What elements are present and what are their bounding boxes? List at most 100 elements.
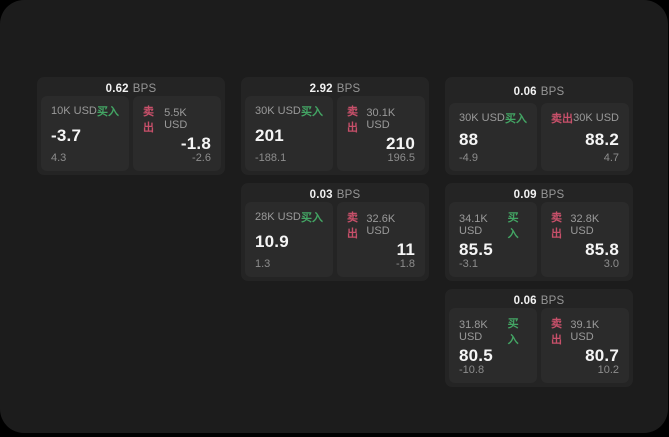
buy-price: 80.5 [459,346,493,365]
quote-card: 0.09 BPS 34.1K USD 买入 85.5 -3.1 卖出 32.8K… [445,183,633,281]
buy-pane-header: 31.8K USD 买入 [459,315,527,347]
sell-delta: 3.0 [603,258,619,270]
sell-pane-header: 卖出 39.1K USD [551,315,619,347]
spread-header: 0.03 BPS [245,187,425,202]
sell-pane-header: 卖出 32.8K USD [551,209,619,241]
buy-quote-tile[interactable]: 28K USD 买入 10.9 1.3 [245,202,333,277]
quote-card: 0.06 BPS 31.8K USD 买入 80.5 -10.8 卖出 39.1… [445,289,633,387]
sell-side-label: 卖出 [551,113,573,125]
buy-side-label: 买入 [507,212,519,240]
quote-card: 2.92 BPS 30K USD 买入 201 -188.1 卖出 30.1K … [241,77,429,175]
spread-header: 0.09 BPS [449,187,629,202]
buy-pane-header: 30K USD 买入 [255,103,323,119]
buy-quote-tile[interactable]: 31.8K USD 买入 80.5 -10.8 [449,308,537,383]
quote-panes: 30K USD 买入 88 -4.9 卖出 30K USD 88.2 4.7 [449,103,629,171]
quote-card: 0.62 BPS 10K USD 买入 -3.7 4.3 卖出 5.5K USD… [37,77,225,175]
sell-notional: 5.5K USD [164,107,188,131]
buy-delta: -3.1 [459,258,478,270]
buy-delta: -188.1 [255,152,287,164]
buy-notional: 31.8K USD [459,319,488,343]
buy-delta: 1.3 [255,258,271,270]
buy-quote-tile[interactable]: 34.1K USD 买入 85.5 -3.1 [449,202,537,277]
sell-pane-header: 卖出 5.5K USD [143,103,211,135]
spread-value: 2.92 [309,82,333,95]
buy-price: 88 [459,129,479,149]
sell-pane-header: 卖出 32.6K USD [347,209,415,241]
sell-delta: -1.8 [396,258,415,270]
sell-price: 210 [386,134,415,153]
sell-quote-tile[interactable]: 卖出 39.1K USD 80.7 10.2 [541,308,629,383]
sell-side-label: 卖出 [347,106,358,134]
sell-notional: 39.1K USD [570,319,600,343]
sell-delta: 4.7 [603,152,619,164]
buy-price: 201 [255,126,284,145]
sell-side-label: 卖出 [143,106,154,134]
spread-unit: BPS [336,188,361,201]
buy-notional: 30K USD [255,105,301,117]
buy-quote-tile[interactable]: 10K USD 买入 -3.7 4.3 [41,96,129,171]
quote-card: 0.03 BPS 28K USD 买入 10.9 1.3 卖出 32.6K US… [241,183,429,281]
buy-pane-header: 30K USD 买入 [459,110,527,126]
sell-quote-tile[interactable]: 卖出 30.1K USD 210 196.5 [337,96,425,171]
spread-unit: BPS [336,82,361,95]
quote-card: 0.06 BPS 30K USD 买入 88 -4.9 卖出 30K USD 8… [445,77,633,175]
buy-delta: -10.8 [459,364,485,376]
cards-grid: 0.62 BPS 10K USD 买入 -3.7 4.3 卖出 5.5K USD… [37,77,633,387]
spread-unit: BPS [132,82,157,95]
buy-side-label: 买入 [97,106,119,118]
spread-value: 0.09 [513,188,537,201]
buy-side-label: 买入 [505,113,527,125]
buy-price: -3.7 [51,126,82,145]
sell-price: 88.2 [585,129,619,149]
buy-notional: 30K USD [459,112,505,124]
spread-header: 0.06 BPS [449,81,629,103]
spread-header: 2.92 BPS [245,81,425,96]
buy-side-label: 买入 [301,106,323,118]
spread-unit: BPS [540,294,565,307]
sell-side-label: 卖出 [347,212,358,240]
buy-pane-header: 34.1K USD 买入 [459,209,527,241]
sell-delta: 10.2 [597,364,619,376]
sell-pane-header: 卖出 30K USD [551,110,619,126]
buy-delta: 4.3 [51,152,67,164]
sell-quote-tile[interactable]: 卖出 32.6K USD 11 -1.8 [337,202,425,277]
quote-panes: 31.8K USD 买入 80.5 -10.8 卖出 39.1K USD 80.… [449,308,629,383]
buy-delta: -4.9 [459,152,478,164]
buy-notional: 28K USD [255,211,301,223]
sell-pane-header: 卖出 30.1K USD [347,103,415,135]
sell-quote-tile[interactable]: 卖出 5.5K USD -1.8 -2.6 [133,96,221,171]
buy-price: 85.5 [459,240,493,259]
quote-panes: 34.1K USD 买入 85.5 -3.1 卖出 32.8K USD 85.8… [449,202,629,277]
sell-price: -1.8 [180,134,211,153]
sell-side-label: 卖出 [551,318,562,346]
spread-value: 0.06 [513,86,537,98]
spread-value: 0.06 [513,294,537,307]
spread-value: 0.03 [309,188,333,201]
buy-notional: 34.1K USD [459,213,488,237]
buy-notional: 10K USD [51,105,97,117]
sell-price: 80.7 [585,346,619,365]
spread-header: 0.62 BPS [41,81,221,96]
sell-side-label: 卖出 [551,212,562,240]
sell-notional: 32.6K USD [366,213,396,237]
buy-side-label: 买入 [507,318,519,346]
quote-panes: 28K USD 买入 10.9 1.3 卖出 32.6K USD 11 -1.8 [245,202,425,277]
sell-notional: 30K USD [573,112,619,124]
buy-pane-header: 28K USD 买入 [255,209,323,225]
sell-quote-tile[interactable]: 卖出 30K USD 88.2 4.7 [541,103,629,171]
sell-quote-tile[interactable]: 卖出 32.8K USD 85.8 3.0 [541,202,629,277]
sell-notional: 32.8K USD [570,213,600,237]
spread-header: 0.06 BPS [449,293,629,308]
buy-price: 10.9 [255,232,289,251]
buy-quote-tile[interactable]: 30K USD 买入 201 -188.1 [245,96,333,171]
spread-value: 0.62 [105,82,129,95]
sell-price: 11 [396,240,415,259]
quote-panes: 30K USD 买入 201 -188.1 卖出 30.1K USD 210 1… [245,96,425,171]
buy-quote-tile[interactable]: 30K USD 买入 88 -4.9 [449,103,537,171]
sell-price: 85.8 [585,240,619,259]
sell-delta: 196.5 [387,152,415,164]
sell-notional: 30.1K USD [366,107,396,131]
sell-delta: -2.6 [192,152,211,164]
buy-pane-header: 10K USD 买入 [51,103,119,119]
buy-side-label: 买入 [301,212,323,224]
